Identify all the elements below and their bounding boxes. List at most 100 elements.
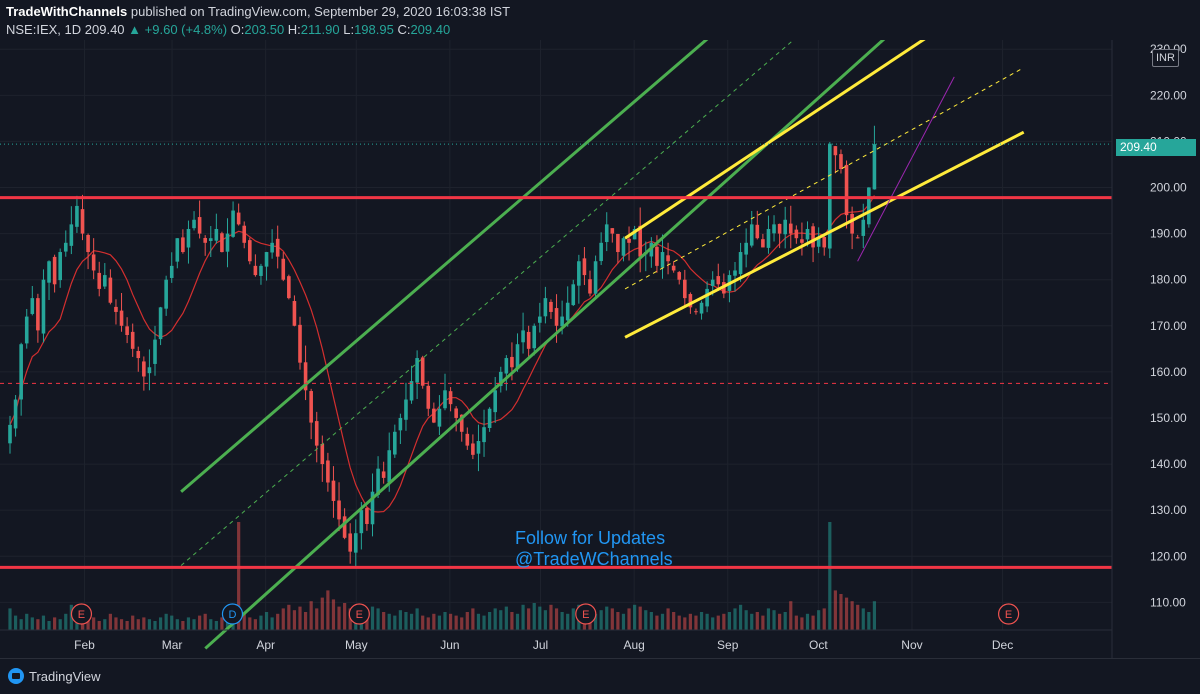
volume-bar <box>465 612 469 630</box>
yellow-channel-mid <box>624 67 1024 290</box>
volume-bar <box>766 608 771 630</box>
candle-body <box>761 239 765 248</box>
volume-bar <box>454 615 458 630</box>
candle-body <box>404 399 408 420</box>
candle-body <box>515 344 520 370</box>
volume-bar <box>515 613 520 630</box>
volume-bar <box>426 617 430 630</box>
candle-body <box>342 516 347 538</box>
volume-bar <box>198 615 202 630</box>
candle-body <box>471 443 475 455</box>
volume-bar <box>237 522 241 630</box>
candle-body <box>744 242 748 255</box>
candle-body <box>75 205 79 227</box>
candle-body <box>214 228 219 241</box>
trend-drawings <box>180 40 1025 650</box>
last-price-label: 209.40 <box>1116 139 1196 156</box>
high-label: H: <box>287 22 301 37</box>
dividend-marker[interactable] <box>221 603 244 625</box>
currency-badge[interactable]: INR <box>1152 49 1179 67</box>
candle-body <box>13 399 18 429</box>
candle-body <box>660 252 665 268</box>
volume-bar <box>616 612 620 630</box>
earnings-marker[interactable] <box>348 603 370 625</box>
candle-body <box>30 298 35 314</box>
earnings-marker[interactable] <box>997 603 1020 625</box>
volume-bar <box>387 613 391 630</box>
candle-body <box>398 417 403 431</box>
volume-bar <box>281 608 285 630</box>
volume-bar <box>214 621 218 630</box>
candle-body <box>24 316 29 344</box>
candle-body <box>303 362 308 391</box>
time-tick-label: Aug <box>623 638 644 652</box>
volume-bar <box>504 606 508 630</box>
candle-body <box>420 357 425 386</box>
volume-bar <box>488 612 492 630</box>
candle-body <box>794 229 799 239</box>
author-name[interactable]: TradeWithChannels <box>6 4 128 19</box>
candle-body <box>270 242 274 253</box>
time-tick-label: Mar <box>162 638 183 652</box>
candle-body <box>69 224 74 246</box>
volume-bar <box>660 613 665 630</box>
volume-bar <box>103 619 107 630</box>
candle-body <box>359 510 364 534</box>
candle-body <box>281 258 286 280</box>
price-axis: 110.00 120.00 130.00 140.00 150.00 160.00 170.… <box>1111 40 1200 658</box>
volume-bar <box>744 610 748 630</box>
candle-body <box>593 261 598 294</box>
candle-body <box>749 224 754 246</box>
volume-bar <box>248 617 252 630</box>
volume-bar <box>376 608 380 630</box>
candle-body <box>264 252 269 267</box>
volume-bar <box>92 617 96 630</box>
volume-bar <box>566 613 570 630</box>
volume-bar <box>209 619 213 630</box>
earnings-marker[interactable] <box>575 603 597 625</box>
volume-bar <box>114 617 118 630</box>
volume-bar <box>605 606 609 630</box>
candlesticks <box>8 125 877 568</box>
close-value: 209.40 <box>410 22 451 37</box>
volume-bar <box>839 594 843 630</box>
candle-body <box>8 424 12 444</box>
candle-body <box>487 408 492 428</box>
candle-body <box>738 252 743 275</box>
candle-body <box>393 431 397 455</box>
candle-body <box>208 238 213 241</box>
price-tick-label: 140.00 <box>1150 457 1187 471</box>
price-axis-bg <box>1112 40 1200 658</box>
open-label: O: <box>230 22 245 37</box>
candle-body <box>526 331 531 349</box>
last-value: 209.40 <box>84 22 125 37</box>
candle-body <box>694 311 698 313</box>
candle-body <box>610 228 615 234</box>
volume-bar <box>192 619 196 630</box>
volume-bar <box>527 608 531 630</box>
tradingview-logo[interactable]: TradingView <box>8 668 101 684</box>
candle-body <box>58 252 62 281</box>
candle-body <box>169 265 174 278</box>
candle-body <box>822 237 827 248</box>
volume-bar <box>437 615 442 630</box>
volume-bar <box>699 612 704 630</box>
candle-body <box>80 209 85 234</box>
candle-body <box>788 223 793 234</box>
candle-body <box>259 265 263 276</box>
volume-bar <box>705 613 709 630</box>
green-channel-mid <box>180 40 795 566</box>
candle-body <box>426 385 431 409</box>
volume-bar <box>136 619 140 630</box>
candle-body <box>292 301 297 326</box>
candle-body <box>805 228 810 240</box>
symbol-label[interactable]: NSE:IEX, 1D <box>6 22 82 37</box>
volume-bar <box>153 621 157 630</box>
volume-bar <box>415 608 419 630</box>
candle-body <box>755 224 760 239</box>
volume-bar <box>783 612 787 630</box>
volume-bar <box>856 604 860 630</box>
earnings-marker[interactable] <box>70 603 93 625</box>
volume-bar <box>778 613 782 630</box>
candle-body <box>130 331 135 349</box>
